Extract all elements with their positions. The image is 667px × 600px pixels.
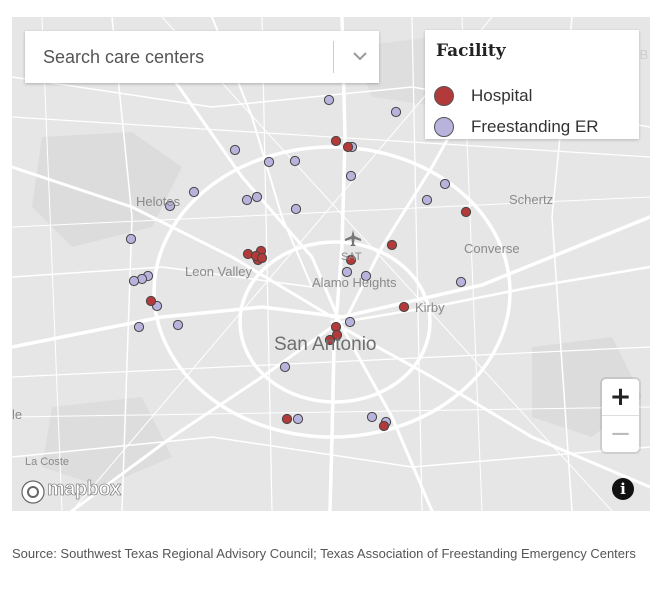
legend-label-freestanding-er: Freestanding ER [471, 117, 599, 136]
hospital-marker[interactable] [378, 420, 390, 432]
freestanding-er-marker[interactable] [292, 413, 304, 425]
place-label-helotes: Helotes [136, 194, 181, 209]
hospital-marker[interactable] [345, 254, 357, 266]
freestanding-er-marker[interactable] [133, 321, 145, 333]
hospital-marker[interactable] [324, 334, 336, 346]
place-label-leon-valley: Leon Valley [185, 264, 252, 279]
freestanding-er-marker[interactable] [125, 233, 137, 245]
place-label-san-antonio: San Antonio [274, 334, 377, 355]
place-label-kirby: Kirby [415, 300, 445, 315]
hospital-marker[interactable] [256, 252, 268, 264]
hospital-marker[interactable] [398, 301, 410, 313]
freestanding-er-marker[interactable] [344, 316, 356, 328]
legend-title: Facility [436, 41, 506, 61]
hospital-marker[interactable] [342, 141, 354, 153]
search-input[interactable] [25, 31, 325, 83]
freestanding-er-marker[interactable] [241, 194, 253, 206]
map-canvas[interactable]: Helotes Schertz Converse Leon Valley Ala… [12, 17, 650, 511]
freestanding-er-marker[interactable] [289, 155, 301, 167]
place-label-sat: SAT [341, 251, 362, 263]
freestanding-er-marker[interactable] [439, 178, 451, 190]
freestanding-er-marker[interactable] [188, 186, 200, 198]
freestanding-er-marker[interactable] [229, 144, 241, 156]
place-label-schertz: Schertz [509, 192, 554, 207]
freestanding-er-marker[interactable] [323, 94, 335, 106]
search-box[interactable] [25, 31, 379, 83]
freestanding-er-marker[interactable] [421, 194, 433, 206]
search-separator [333, 41, 334, 73]
zoom-out-button[interactable]: − [609, 419, 632, 449]
freestanding-er-swatch-icon [434, 117, 454, 137]
hospital-marker[interactable] [281, 413, 293, 425]
freestanding-er-marker[interactable] [279, 361, 291, 373]
freestanding-er-marker[interactable] [251, 191, 263, 203]
hospital-marker[interactable] [460, 206, 472, 218]
hospital-marker[interactable] [331, 329, 343, 341]
zoom-control: + − [602, 379, 639, 452]
chevron-down-icon[interactable] [347, 43, 373, 69]
place-label-le: le [12, 407, 23, 422]
freestanding-er-marker[interactable] [341, 266, 353, 278]
legend-label-hospital: Hospital [471, 86, 533, 105]
info-icon[interactable]: i [612, 478, 634, 500]
freestanding-er-marker[interactable] [345, 170, 357, 182]
freestanding-er-marker[interactable] [164, 200, 176, 212]
legend: Facility Hospital Freestanding ER [425, 30, 639, 139]
facility-markers [125, 94, 472, 432]
source-note: Source: Southwest Texas Regional Advisor… [12, 546, 636, 561]
airport-icon [345, 230, 361, 246]
freestanding-er-marker[interactable] [390, 106, 402, 118]
zoom-divider [602, 415, 639, 416]
freestanding-er-marker[interactable] [455, 276, 467, 288]
hospital-marker[interactable] [330, 135, 342, 147]
place-label-alamo-heights: Alamo Heights [312, 275, 397, 290]
mapbox-logo-icon [21, 480, 45, 504]
freestanding-er-marker[interactable] [366, 411, 378, 423]
freestanding-er-marker[interactable] [172, 319, 184, 331]
hospital-swatch-icon [434, 86, 454, 106]
freestanding-er-marker[interactable] [128, 275, 140, 287]
freestanding-er-marker[interactable] [290, 203, 302, 215]
hospital-marker[interactable] [145, 295, 157, 307]
freestanding-er-marker[interactable] [263, 156, 275, 168]
zoom-in-button[interactable]: + [609, 382, 632, 412]
freestanding-er-marker[interactable] [360, 270, 372, 282]
hospital-marker[interactable] [386, 239, 398, 251]
mapbox-wordmark: mapbox [47, 478, 122, 501]
place-label-converse: Converse [464, 241, 520, 256]
place-label-la-coste: La Coste [25, 456, 70, 468]
